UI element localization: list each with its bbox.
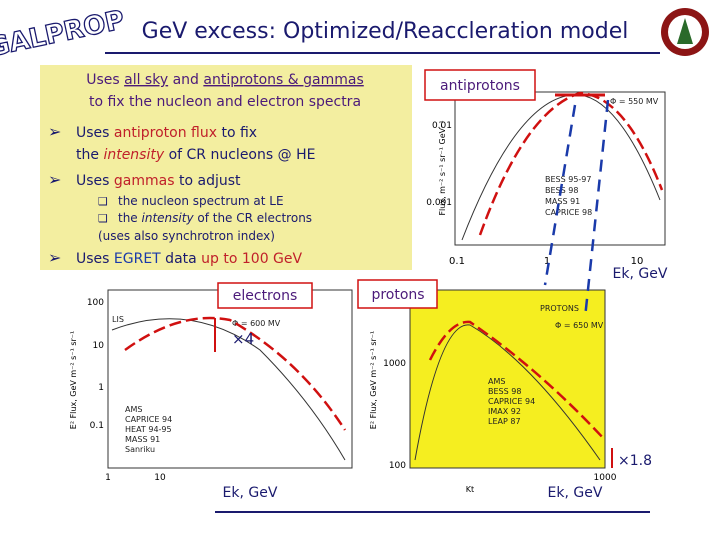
- pbar-frame: [454, 91, 666, 246]
- y-label: Flux, m⁻² s⁻¹ sr⁻¹ GeV⁻¹: [438, 120, 447, 215]
- legend-entry: CAPRICE 94: [125, 415, 172, 424]
- seg: up to 100 GeV: [201, 251, 302, 267]
- arrow: ➢: [48, 170, 61, 189]
- arrow: ➢: [48, 248, 61, 267]
- link: [543, 104, 577, 286]
- bullet: the intensity of CR nucleons @ HE: [76, 147, 315, 163]
- seg: Uses: [86, 72, 124, 88]
- link: [583, 99, 610, 319]
- seg: intensity: [142, 211, 195, 225]
- seg: data: [161, 251, 201, 267]
- legend-entry: HEAT 94-95: [125, 425, 172, 434]
- legend-entry: LEAP 87: [488, 417, 521, 426]
- curve: [478, 91, 664, 236]
- y-tick: 100: [87, 298, 104, 308]
- sub: (uses also synchrotron index): [98, 229, 275, 243]
- curve: [414, 324, 601, 461]
- seg: EGRET: [114, 251, 161, 267]
- label: electrons: [233, 288, 297, 304]
- seg: antiprotons & gammas: [203, 72, 363, 88]
- legend-entry: CAPRICE 98: [545, 208, 592, 217]
- y-tick: 1: [98, 383, 104, 393]
- x-tick: 1: [544, 256, 550, 267]
- logo: GALPROP: [0, 5, 127, 63]
- label-box: [424, 69, 536, 101]
- y-tick: 0.001: [426, 198, 452, 208]
- phi: Φ = 550 MV: [610, 97, 659, 106]
- y-tick: 100: [389, 461, 406, 471]
- legend-entry: CAPRICE 94: [488, 397, 535, 406]
- text-box: [40, 65, 412, 270]
- y-tick: 0.01: [432, 121, 452, 131]
- check: ❑: [98, 195, 108, 208]
- box-line: Uses all sky and antiprotons & gammas: [86, 72, 364, 88]
- seg: to fix: [217, 125, 257, 141]
- label: Ek, GeV: [613, 266, 668, 282]
- label: Ek, GeV: [548, 485, 603, 501]
- phi: Φ = 600 MV: [232, 319, 281, 328]
- box-line: to fix the nucleon and electron spectra: [89, 94, 361, 110]
- y-tick: 1000: [383, 359, 406, 369]
- phi: Φ = 650 MV: [555, 321, 604, 330]
- title: GeV excess: Optimized/Reaccleration mode…: [142, 19, 629, 44]
- x-label: Kt: [466, 485, 474, 494]
- y-tick: 0.1: [90, 421, 104, 431]
- y-tick: 10: [93, 341, 105, 351]
- legend-entry: AMS: [488, 377, 505, 386]
- label: protons: [371, 287, 424, 303]
- legend-entry: Sanriku: [125, 445, 155, 454]
- label: ×4: [232, 330, 254, 348]
- p-frame: [409, 289, 606, 469]
- seg: of the CR electrons: [194, 211, 313, 225]
- y-label: E² Flux, GeV m⁻² s⁻¹ sr⁻¹: [369, 331, 378, 429]
- sub: the intensity of the CR electrons: [118, 211, 312, 225]
- seg: the: [118, 211, 142, 225]
- legend-entry: BESS 98: [488, 387, 521, 396]
- check: ❑: [98, 212, 108, 225]
- bullet: Uses EGRET data up to 100 GeV: [76, 251, 303, 267]
- x-tick: 1: [105, 473, 111, 483]
- legend: AMS BESS 98 CAPRICE 94 IMAX 92 LEAP 87: [488, 377, 535, 426]
- y-label: E² Flux, GeV m⁻² s⁻¹ sr⁻¹: [69, 331, 78, 429]
- legend-entry: IMAX 92: [488, 407, 521, 416]
- x-tick: 10: [631, 256, 644, 267]
- seg: and: [168, 72, 203, 88]
- seg: intensity: [103, 147, 164, 163]
- legend-entry: MASS 91: [545, 197, 580, 206]
- plot-name: PROTONS: [540, 304, 579, 313]
- curve: [124, 316, 347, 431]
- curve: [428, 320, 606, 441]
- label: ×1.8: [618, 453, 652, 469]
- seg: antiproton flux: [114, 125, 217, 141]
- sub: the nucleon spectrum at LE: [118, 194, 284, 208]
- arrow: ➢: [48, 122, 61, 141]
- bullet: Uses antiproton flux to fix: [76, 125, 257, 141]
- curve: [111, 318, 346, 461]
- seg: all sky: [124, 72, 168, 88]
- label-box: [357, 279, 438, 309]
- label-box: [217, 282, 313, 309]
- seg: the: [76, 147, 103, 163]
- label: antiprotons: [440, 78, 520, 94]
- label: Ek, GeV: [223, 485, 278, 501]
- seg: Uses: [76, 173, 114, 189]
- seg: to adjust: [175, 173, 241, 189]
- x-tick: 0.1: [449, 256, 465, 267]
- seg: gammas: [114, 173, 175, 189]
- legend-entry: BESS 95-97: [545, 175, 592, 184]
- seg: of CR nucleons @ HE: [164, 147, 315, 163]
- legend-entry: MASS 91: [125, 435, 160, 444]
- x-tick: 1000: [594, 473, 617, 483]
- seg: Uses: [76, 125, 114, 141]
- seal-tree: [677, 18, 693, 44]
- seg: Uses: [76, 251, 114, 267]
- lis: LIS: [112, 315, 124, 324]
- legend-entry: AMS: [125, 405, 142, 414]
- legend: AMS CAPRICE 94 HEAT 94-95 MASS 91 Sanrik…: [125, 405, 172, 454]
- x-tick: 10: [154, 473, 166, 483]
- bullet: Uses gammas to adjust: [76, 173, 241, 189]
